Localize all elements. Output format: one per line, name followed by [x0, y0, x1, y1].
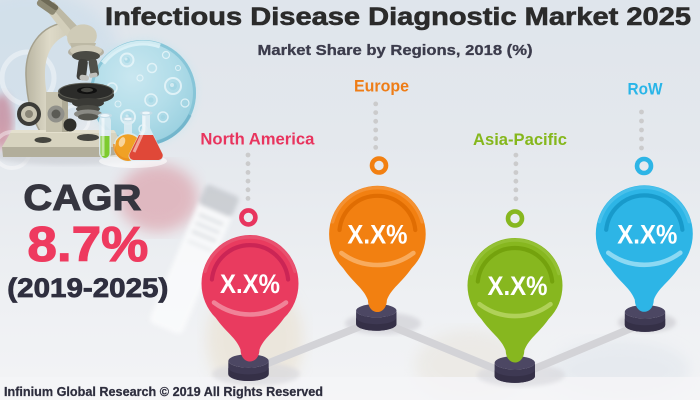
svg-text:X.X%: X.X% — [488, 271, 548, 301]
svg-text:RoW: RoW — [628, 80, 664, 99]
svg-text:Asia-Pacific: Asia-Pacific — [473, 130, 567, 149]
svg-text:8.7%: 8.7% — [27, 218, 148, 272]
svg-text:X.X%: X.X% — [347, 220, 407, 250]
svg-text:Infectious Disease Diagnostic: Infectious Disease Diagnostic Market 202… — [105, 3, 691, 31]
svg-text:X.X%: X.X% — [617, 219, 677, 249]
svg-text:Market Share by Regions, 2018: Market Share by Regions, 2018 (%) — [258, 42, 533, 59]
svg-text:Europe: Europe — [354, 77, 409, 96]
svg-text:North America: North America — [200, 129, 315, 148]
svg-text:CAGR: CAGR — [23, 177, 141, 218]
svg-text:X.X%: X.X% — [220, 269, 280, 299]
svg-text:(2019-2025): (2019-2025) — [7, 273, 168, 303]
svg-text:Infinium Global Research © 201: Infinium Global Research © 2019 All Righ… — [4, 384, 323, 399]
